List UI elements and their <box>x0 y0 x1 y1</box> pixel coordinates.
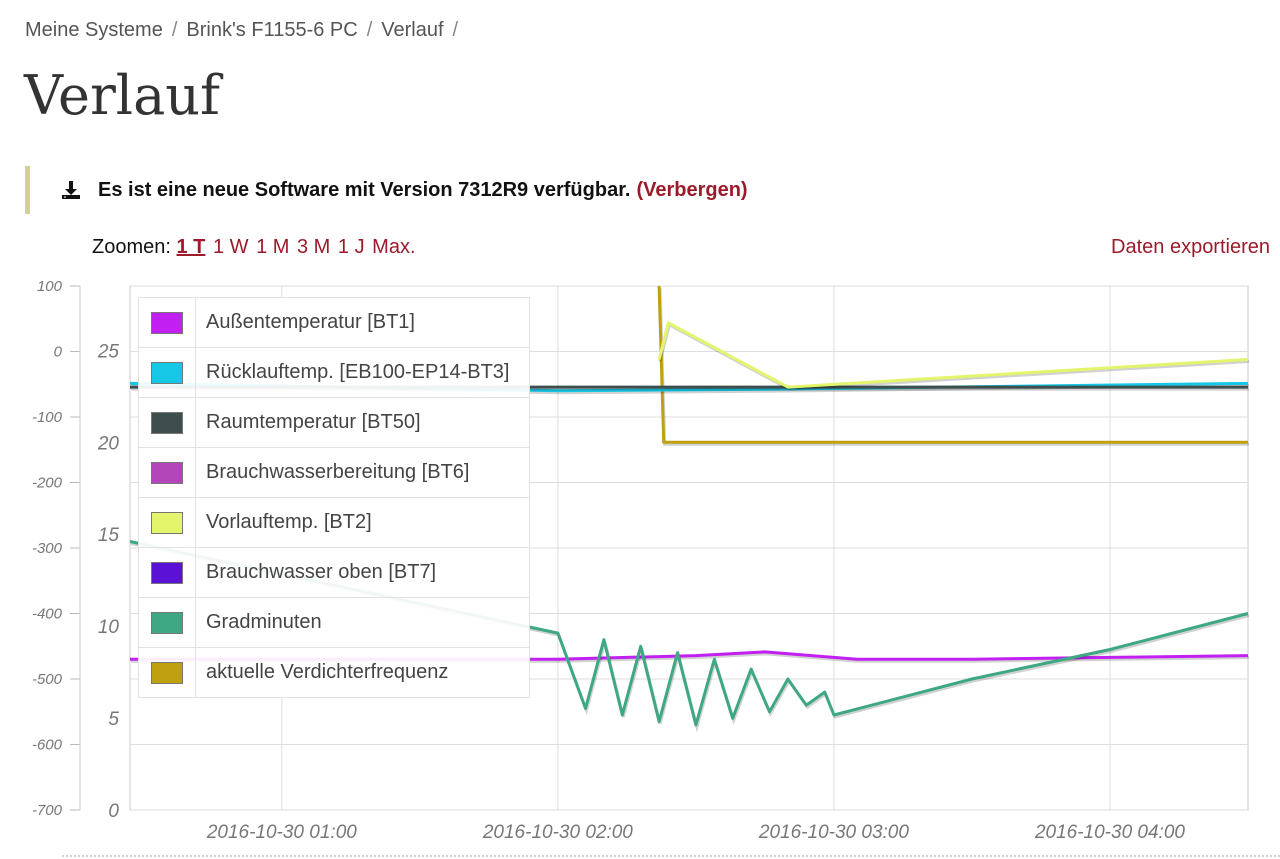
zoom-label: Zoomen: <box>92 236 171 258</box>
legend-color-swatch <box>151 611 183 634</box>
legend-item[interactable]: aktuelle Verdichterfrequenz <box>139 647 529 697</box>
y-left-tick-label: -400 <box>32 606 63 623</box>
legend-swatch-cell <box>139 298 196 347</box>
notice-message: Es ist eine neue Software mit Version 73… <box>98 178 631 201</box>
y-left-tick-label: -300 <box>32 540 63 557</box>
y-left-tick-label: -100 <box>32 409 63 426</box>
x-tick-label: 2016-10-30 03:00 <box>758 822 909 843</box>
x-tick-label: 2016-10-30 02:00 <box>482 822 633 843</box>
legend-label: Vorlauftemp. [BT2] <box>206 511 372 533</box>
breadcrumb-separator: / <box>452 19 459 41</box>
y-left-tick-label: -600 <box>32 737 63 754</box>
legend-swatch-cell <box>139 498 196 547</box>
legend-label: Brauchwasser oben [BT7] <box>206 561 437 583</box>
legend-color-swatch <box>151 311 183 334</box>
y-right-tick-label: 0 <box>108 801 119 822</box>
supply-temp-line <box>657 321 1249 389</box>
breadcrumb-separator: / <box>366 19 373 41</box>
x-tick-label: 2016-10-30 01:00 <box>206 822 357 843</box>
legend-swatch-cell <box>139 598 196 647</box>
legend-color-swatch <box>151 561 183 584</box>
divider <box>62 855 1280 857</box>
compressor-frequency-line <box>657 285 1248 444</box>
legend-label: Gradminuten <box>206 611 322 633</box>
legend-label: Raumtemperatur [BT50] <box>206 411 421 433</box>
y-left-tick-label: -700 <box>32 802 63 819</box>
zoom-option-1-day[interactable]: 1 T <box>176 236 206 258</box>
legend-label: aktuelle Verdichterfrequenz <box>206 661 449 683</box>
legend-color-swatch <box>151 361 183 384</box>
breadcrumb: Meine Systeme / Brink's F1155-6 PC / Ver… <box>25 19 467 42</box>
zoom-option-1-month[interactable]: 1 M <box>256 236 290 258</box>
y-right-tick-label: 15 <box>98 525 120 546</box>
legend-item[interactable]: Rücklauftemp. [EB100-EP14-BT3] <box>139 347 529 397</box>
download-icon <box>60 179 82 201</box>
breadcrumb-link-system[interactable]: Brink's F1155-6 PC <box>186 19 358 41</box>
y-right-tick-label: 20 <box>97 433 120 454</box>
legend-label: Außentemperatur [BT1] <box>206 311 415 333</box>
legend-swatch-cell <box>139 448 196 497</box>
legend-swatch-cell <box>139 548 196 597</box>
y-left-tick-label: 0 <box>54 344 63 361</box>
zoom-option-1-week[interactable]: 1 W <box>212 236 249 258</box>
hide-notice-link[interactable]: (Verbergen) <box>636 178 748 201</box>
legend-item[interactable]: Gradminuten <box>139 597 529 647</box>
zoom-option-max[interactable]: Max. <box>372 236 416 258</box>
legend-item[interactable]: Brauchwasserbereitung [BT6] <box>139 447 529 497</box>
legend-color-swatch <box>151 511 183 534</box>
legend-color-swatch <box>151 411 183 434</box>
breadcrumb-separator: / <box>171 19 178 41</box>
breadcrumb-link-systems[interactable]: Meine Systeme <box>25 19 163 41</box>
legend-item[interactable]: Vorlauftemp. [BT2] <box>139 497 529 547</box>
legend-swatch-cell <box>139 348 196 397</box>
page-title: Verlauf <box>24 64 221 127</box>
y-right-tick-label: 10 <box>98 617 120 638</box>
zoom-controls: Zoomen: 1 T 1 W 1 M 3 M 1 J Max. <box>92 236 418 259</box>
y-left-tick-label: -200 <box>32 475 63 492</box>
chart-legend: Außentemperatur [BT1] Rücklauftemp. [EB10… <box>138 297 530 698</box>
y-right-tick-label: 25 <box>97 341 120 362</box>
export-data-link[interactable]: Daten exportieren <box>1111 236 1270 258</box>
legend-swatch-cell <box>139 648 196 697</box>
degree-minutes-line <box>129 540 1249 727</box>
legend-swatch-cell <box>139 398 196 447</box>
zoom-option-1-year[interactable]: 1 J <box>337 236 365 258</box>
breadcrumb-link-history[interactable]: Verlauf <box>381 19 444 41</box>
legend-color-swatch <box>151 461 183 484</box>
legend-item[interactable]: Raumtemperatur [BT50] <box>139 397 529 447</box>
y-left-tick-label: 100 <box>37 278 63 295</box>
legend-label: Rücklauftemp. [EB100-EP14-BT3] <box>206 361 510 383</box>
software-update-notice: Es ist eine neue Software mit Version 73… <box>25 166 790 214</box>
zoom-option-3-months[interactable]: 3 M <box>297 236 331 258</box>
legend-color-swatch <box>151 661 183 684</box>
y-left-tick-label: -500 <box>32 671 63 688</box>
legend-label: Brauchwasserbereitung [BT6] <box>206 461 470 483</box>
legend-item[interactable]: Brauchwasser oben [BT7] <box>139 547 529 597</box>
x-tick-label: 2016-10-30 04:00 <box>1034 822 1185 843</box>
legend-item[interactable]: Außentemperatur [BT1] <box>139 298 529 347</box>
y-right-tick-label: 5 <box>108 709 119 730</box>
